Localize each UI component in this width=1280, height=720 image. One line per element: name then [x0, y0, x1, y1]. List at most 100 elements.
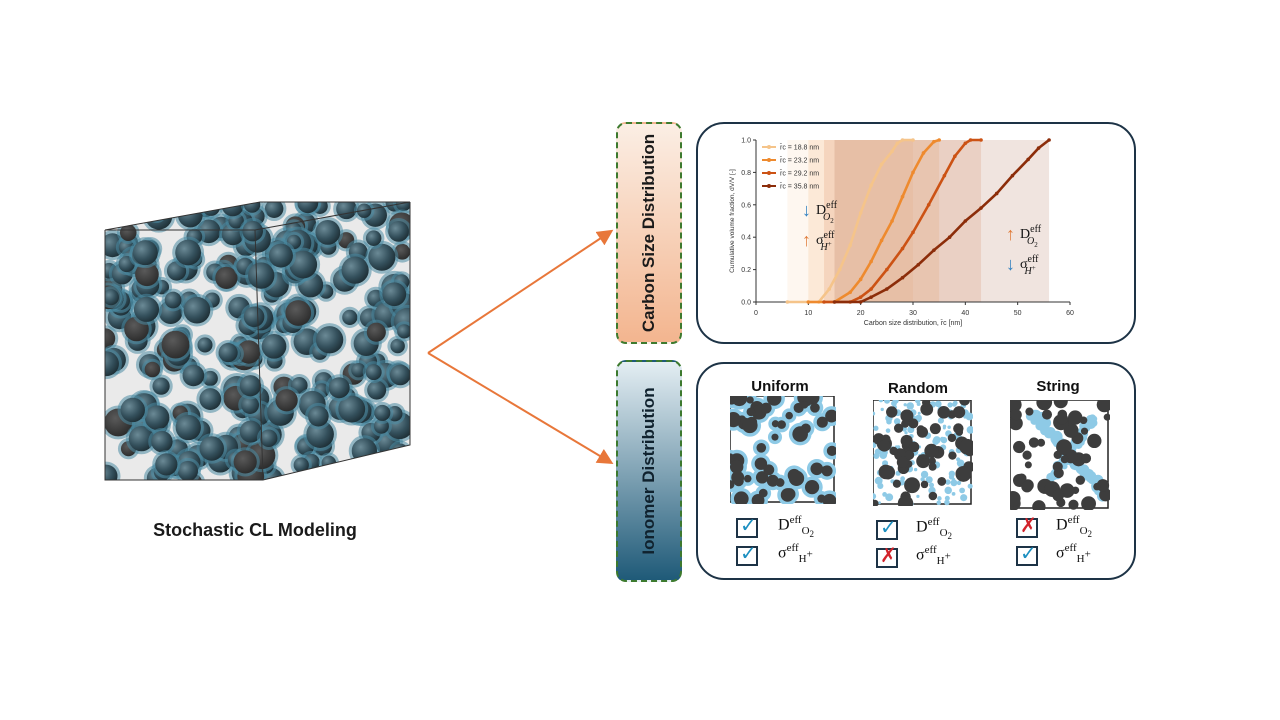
- check-icon: ✓: [880, 517, 897, 539]
- carbon-particle: [1080, 427, 1089, 435]
- random-diffusivity-check: ✓: [876, 517, 898, 540]
- x-tick-label: 20: [857, 310, 865, 317]
- carbon-particle: [367, 380, 387, 400]
- carbon-particle: [908, 441, 920, 453]
- ionomer-blob: [884, 400, 891, 404]
- carbon-particle: [897, 495, 914, 506]
- uniform-diffusivity-label: DeffO2: [778, 514, 815, 539]
- carbon-particle: [1013, 440, 1026, 454]
- carbon-particle: [289, 250, 318, 279]
- ionomer-blob: [967, 483, 973, 489]
- carbon-particle: [368, 243, 396, 271]
- carbon-particle: [243, 306, 265, 328]
- series-shade: [824, 140, 982, 302]
- carbon-particle: [920, 402, 934, 416]
- carbon-particle: [297, 202, 319, 214]
- data-point: [900, 194, 905, 199]
- data-point: [900, 246, 905, 251]
- ionomer-blob: [952, 402, 957, 407]
- series-line: [808, 138, 940, 304]
- carbon-particle: [243, 202, 261, 213]
- y-tick-label: 1.0: [741, 138, 751, 145]
- ionomer-blob: [903, 403, 907, 407]
- legend-marker: [767, 171, 771, 175]
- carbon-particle: [1032, 500, 1046, 510]
- carbon-particle: [351, 438, 378, 464]
- carbon-particle: [1025, 407, 1034, 416]
- ionomer-blob: [1046, 472, 1056, 482]
- carbon-particle: [1022, 450, 1032, 460]
- connector-arrows: [427, 229, 614, 465]
- random-conductivity-label: σeffH+: [916, 544, 951, 567]
- carbon-particle: [128, 425, 155, 452]
- ionomer-blob: [1091, 415, 1098, 422]
- carbon-particle: [1099, 488, 1110, 502]
- ionomer-blob: [920, 472, 927, 478]
- carbon-size-label: Carbon Size Distribution: [639, 133, 658, 333]
- carbon-particle: [1010, 416, 1023, 431]
- carbon-particle: [175, 239, 202, 266]
- data-point: [885, 287, 889, 291]
- carbon-particle: [810, 402, 820, 413]
- carbon-particle: [218, 343, 238, 363]
- data-point: [869, 183, 873, 188]
- carbon-particle: [955, 465, 972, 482]
- ionomer-blob: [906, 402, 914, 410]
- carbon-particle: [937, 477, 947, 486]
- data-point: [890, 149, 894, 154]
- carbon-particle: [746, 396, 754, 404]
- ionomer-blob: [925, 476, 933, 484]
- data-point: [911, 230, 915, 235]
- carbon-particle: [756, 442, 767, 453]
- cross-icon: ✗: [1020, 515, 1037, 537]
- legend-marker: [767, 145, 771, 149]
- legend-label: r̄c = 23.2 nm: [780, 156, 819, 164]
- string-diffusivity-label: DeffO2: [1056, 514, 1093, 539]
- string-image: [1010, 400, 1110, 510]
- check-icon: ✓: [740, 515, 757, 537]
- ionomer-shell: [348, 456, 375, 480]
- ionomer-blob: [1042, 428, 1050, 436]
- data-point: [911, 138, 915, 142]
- ionomer-blob: [886, 418, 892, 425]
- x-axis-label: Carbon size distribution, r̄c [nm]: [864, 319, 962, 327]
- annotation-label: Deff O2: [816, 200, 838, 225]
- ionomer-blob: [956, 480, 962, 486]
- carbon-particle: [822, 493, 836, 504]
- carbon-particle: [366, 322, 386, 342]
- data-point: [900, 275, 905, 280]
- carbon-particle: [928, 462, 937, 471]
- annotation-arrow: ↑: [802, 230, 811, 250]
- carbon-particle: [1075, 475, 1086, 485]
- carbon-particle: [285, 300, 312, 326]
- carbon-particle: [177, 460, 199, 480]
- carbon-particle: [164, 291, 182, 309]
- ionomer-blob: [947, 402, 953, 408]
- carbon-particle: [365, 457, 386, 478]
- carbon-particle: [921, 400, 931, 407]
- carbon-particle: [241, 396, 260, 414]
- data-point: [900, 138, 905, 142]
- carbon-particle: [389, 364, 410, 386]
- carbon-particle: [151, 430, 173, 453]
- carbon-particle: [342, 309, 358, 325]
- ionomer-label-box: Ionomer Distribution: [616, 360, 682, 582]
- legend-marker: [767, 158, 771, 162]
- data-point: [858, 277, 863, 282]
- ionomer-blob: [873, 425, 879, 431]
- random-diffusivity-label: DeffO2: [916, 516, 953, 541]
- carbon-particle: [929, 423, 941, 435]
- arrow-to-carbon: [427, 229, 614, 354]
- data-point: [916, 262, 921, 267]
- carbon-particle: [916, 426, 929, 438]
- carbon-particle: [338, 395, 366, 423]
- random-image: [873, 400, 973, 506]
- ionomer-shell: [391, 465, 410, 480]
- annotation-arrow: ↑: [1006, 224, 1015, 244]
- x-tick-label: 50: [1014, 310, 1022, 317]
- string-title: String: [1036, 378, 1080, 395]
- ionomer-blob: [944, 486, 952, 495]
- carbon-particle: [105, 351, 119, 377]
- carbon-particle: [755, 471, 769, 484]
- carbon-particle: [948, 451, 957, 460]
